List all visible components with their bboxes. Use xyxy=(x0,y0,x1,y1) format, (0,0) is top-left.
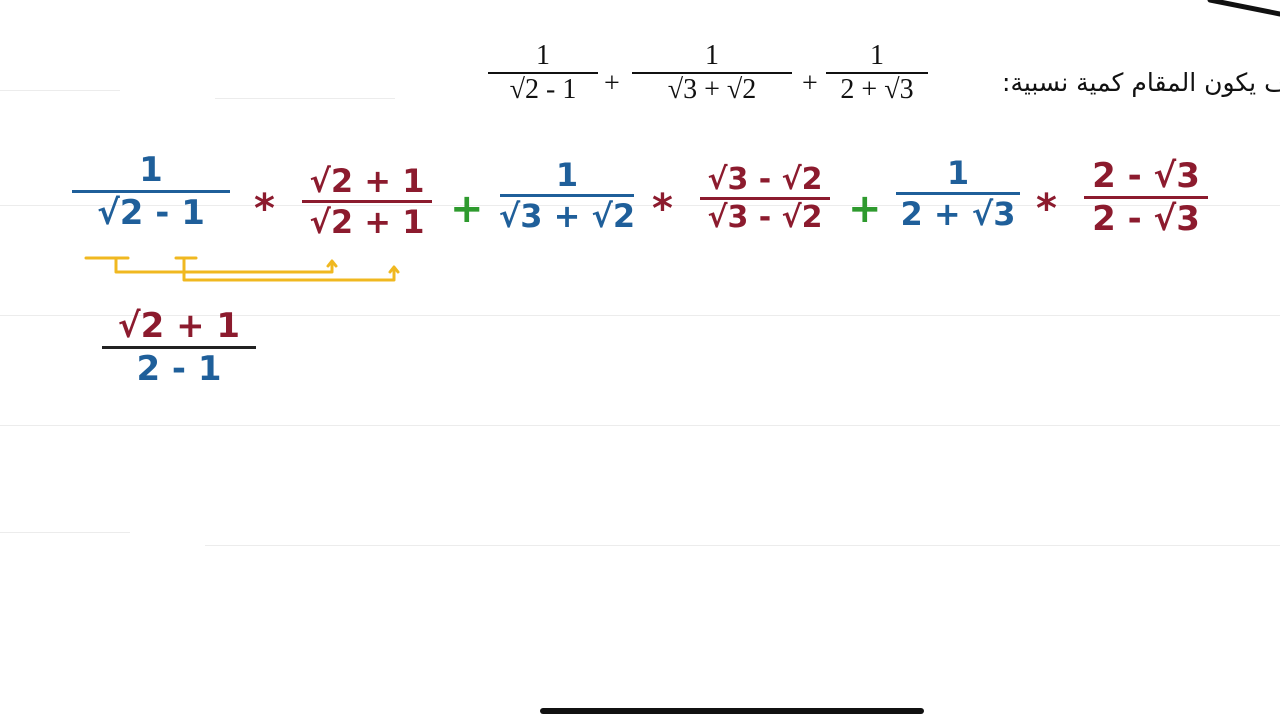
hw-conjugate-term3: 2 - √3 2 - √3 xyxy=(1084,156,1208,239)
fraction-denominator: √3 + √2 xyxy=(498,197,636,235)
plus-sign: + xyxy=(450,186,484,232)
fraction-denominator: √3 - √2 xyxy=(707,200,823,235)
ruled-line xyxy=(0,90,120,91)
fraction-denominator: 2 - √3 xyxy=(1092,199,1200,239)
hw-conjugate-term1: √2 + 1 √2 + 1 xyxy=(302,162,432,241)
fraction-denominator: √2 + 1 xyxy=(309,203,425,241)
fraction-numerator: √2 + 1 xyxy=(117,306,241,346)
fraction-numerator: 1 xyxy=(870,40,884,71)
ruled-line xyxy=(0,532,130,533)
plus-sign: + xyxy=(604,68,620,99)
ruled-line xyxy=(0,205,1280,206)
fraction-bar xyxy=(632,72,792,74)
fraction-bar xyxy=(826,72,928,74)
fraction-denominator: √2 - 1 xyxy=(97,193,205,233)
plus-sign: + xyxy=(802,68,818,99)
ruled-line xyxy=(205,545,1280,546)
hw-conjugate-term2: √3 - √2 √3 - √2 xyxy=(700,162,830,235)
times-sign: * xyxy=(652,186,673,232)
printed-fraction-1: 1 √2 - 1 xyxy=(488,40,598,106)
fraction-denominator: 2 + √3 xyxy=(840,74,914,105)
ruled-line xyxy=(215,98,395,99)
fraction-numerator: 1 xyxy=(536,40,550,71)
fraction-denominator: √3 + √2 xyxy=(667,74,757,105)
fraction-numerator: 1 xyxy=(946,154,970,192)
fraction-numerator: √2 + 1 xyxy=(309,162,425,200)
fraction-bar xyxy=(700,197,830,200)
printed-fraction-3: 1 2 + √3 xyxy=(826,40,928,106)
fraction-numerator: 1 xyxy=(139,150,163,190)
hw-fraction-term2: 1 √3 + √2 xyxy=(499,156,635,235)
hw-fraction-term1: 1 √2 - 1 xyxy=(72,150,230,233)
distribution-arrows xyxy=(84,256,400,282)
ruled-line xyxy=(0,425,1280,426)
ruled-line xyxy=(0,315,1280,316)
fraction-denominator: 2 - 1 xyxy=(136,349,222,389)
instruction-text: ف يكون المقام كمية نسبية: xyxy=(1002,68,1280,97)
fraction-denominator: 2 + √3 xyxy=(900,195,1016,233)
plus-sign: + xyxy=(848,186,882,232)
fraction-bar xyxy=(896,192,1020,195)
fraction-numerator: 1 xyxy=(705,40,719,71)
fraction-denominator: √2 - 1 xyxy=(509,74,577,105)
hw-fraction-term3: 1 2 + √3 xyxy=(896,154,1020,233)
fraction-bar xyxy=(302,200,432,203)
fraction-bar xyxy=(102,346,256,349)
printed-fraction-2: 1 √3 + √2 xyxy=(632,40,792,106)
fraction-numerator: 1 xyxy=(555,156,579,194)
fraction-bar xyxy=(500,194,634,197)
hw-result-fraction: √2 + 1 2 - 1 xyxy=(102,306,256,389)
fraction-bar xyxy=(488,72,598,74)
fraction-bar xyxy=(1084,196,1208,199)
fraction-bar xyxy=(72,190,230,193)
home-indicator[interactable] xyxy=(540,708,924,714)
times-sign: * xyxy=(1036,186,1057,232)
times-sign: * xyxy=(254,186,275,232)
fraction-numerator: √3 - √2 xyxy=(707,162,823,197)
pen-stroke-corner xyxy=(1207,0,1280,17)
fraction-numerator: 2 - √3 xyxy=(1092,156,1200,196)
